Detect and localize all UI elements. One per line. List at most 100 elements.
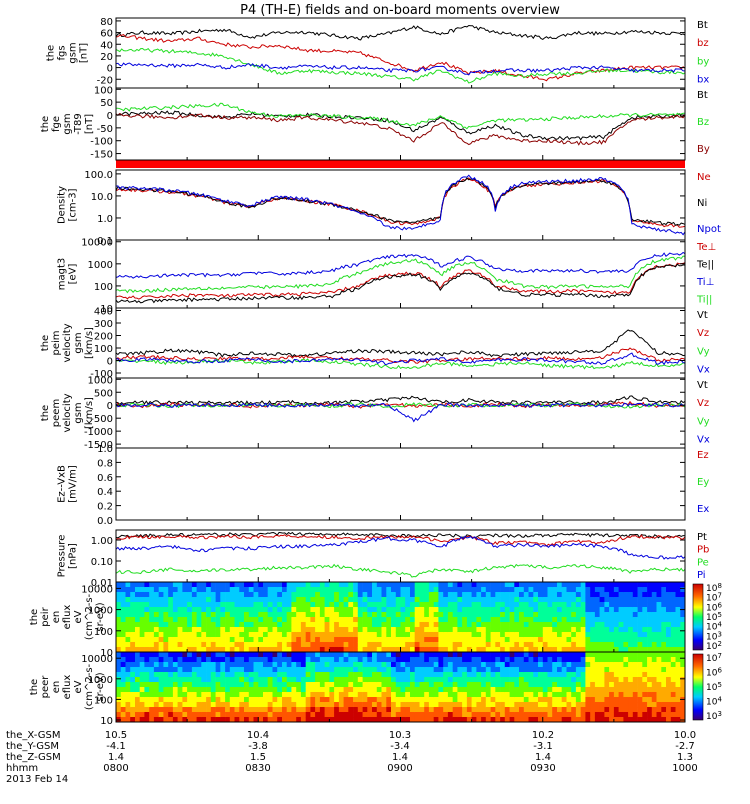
spectrogram-cell xyxy=(504,677,510,683)
spectrogram-cell xyxy=(324,662,330,668)
spectrogram-cell xyxy=(163,667,169,673)
spectrogram-cell xyxy=(590,612,596,618)
spectrogram-cell xyxy=(485,607,491,613)
spectrogram-cell xyxy=(391,697,397,703)
spectrogram-cell xyxy=(405,597,411,603)
spectrogram-cell xyxy=(571,617,577,623)
spectrogram-cell xyxy=(632,612,638,618)
spectrogram-cell xyxy=(609,597,615,603)
spectrogram-cell xyxy=(386,587,392,593)
spectrogram-cell xyxy=(433,632,439,638)
spectrogram-cell xyxy=(466,662,472,668)
spectrogram-cell xyxy=(125,582,131,588)
spectrogram-cell xyxy=(666,622,672,628)
spectrogram-cell xyxy=(244,677,250,683)
spectrogram-cell xyxy=(585,637,591,643)
colorbar-label: 107 xyxy=(706,592,722,604)
spectrogram-cell xyxy=(367,637,373,643)
spectrogram-cell xyxy=(253,717,259,723)
spectrogram-cell xyxy=(452,692,458,698)
spectrogram-cell xyxy=(509,697,515,703)
spectrogram-cell xyxy=(656,587,662,593)
spectrogram-cell xyxy=(599,612,605,618)
spectrogram-cell xyxy=(272,717,278,723)
spectrogram-cell xyxy=(286,627,292,633)
spectrogram-cell xyxy=(229,717,235,723)
spectrogram-cell xyxy=(168,637,174,643)
spectrogram-cell xyxy=(220,702,226,708)
spectrogram-cell xyxy=(300,707,306,713)
spectrogram-cell xyxy=(362,637,368,643)
y-tick-label: 100 xyxy=(94,85,113,96)
spectrogram-cell xyxy=(433,622,439,628)
y-tick-label: 10 xyxy=(100,304,113,315)
spectrogram-cell xyxy=(258,682,264,688)
spectrogram-cell xyxy=(244,717,250,723)
spectrogram-cell xyxy=(452,687,458,693)
spectrogram-cell xyxy=(656,682,662,688)
spectrogram-cell xyxy=(443,697,449,703)
y-axis-label: -T89 xyxy=(73,113,84,135)
spectrogram-cell xyxy=(381,592,387,598)
spectrogram-cell xyxy=(575,667,581,673)
spectrogram-cell xyxy=(519,587,525,593)
spectrogram-cell xyxy=(172,687,178,693)
spectrogram-cell xyxy=(656,592,662,598)
spectrogram-cell xyxy=(585,682,591,688)
spectrogram-cell xyxy=(599,697,605,703)
spectrogram-cell xyxy=(637,667,643,673)
spectrogram-cell xyxy=(628,612,634,618)
spectrogram-cell xyxy=(632,607,638,613)
spectrogram-cell xyxy=(661,657,667,663)
spectrogram-cell xyxy=(305,617,311,623)
spectrogram-cell xyxy=(580,597,586,603)
spectrogram-cell xyxy=(414,682,420,688)
spectrogram-cell xyxy=(656,677,662,683)
spectrogram-cell xyxy=(405,622,411,628)
spectrogram-cell xyxy=(120,687,126,693)
spectrogram-cell xyxy=(144,662,150,668)
spectrogram-cell xyxy=(277,592,283,598)
spectrogram-cell xyxy=(656,642,662,648)
spectrogram-cell xyxy=(149,707,155,713)
spectrogram-cell xyxy=(481,667,487,673)
spectrogram-cell xyxy=(599,607,605,613)
spectrogram-cell xyxy=(239,687,245,693)
spectrogram-cell xyxy=(452,672,458,678)
spectrogram-cell xyxy=(229,642,235,648)
spectrogram-cell xyxy=(514,662,520,668)
spectrogram-cell xyxy=(623,657,629,663)
spectrogram-cell xyxy=(618,672,624,678)
spectrogram-cell xyxy=(651,707,657,713)
spectrogram-cell xyxy=(362,622,368,628)
spectrogram-cell xyxy=(642,662,648,668)
spectrogram-cell xyxy=(234,632,240,638)
spectrogram-cell xyxy=(661,707,667,713)
spectrogram-cell xyxy=(471,677,477,683)
spectrogram-cell xyxy=(670,582,676,588)
spectrogram-cell xyxy=(452,662,458,668)
spectrogram-cell xyxy=(466,592,472,598)
spectrogram-cell xyxy=(395,697,401,703)
spectrogram-cell xyxy=(263,632,269,638)
spectrogram-cell xyxy=(253,707,259,713)
spectrogram-cell xyxy=(182,682,188,688)
spectrogram-cell xyxy=(215,622,221,628)
y-axis-label: peem xyxy=(51,399,62,427)
spectrogram-cell xyxy=(291,677,297,683)
spectrogram-cell xyxy=(168,587,174,593)
spectrogram-cell xyxy=(637,717,643,723)
spectrogram-cell xyxy=(116,672,122,678)
spectrogram-cell xyxy=(661,692,667,698)
spectrogram-cell xyxy=(220,597,226,603)
spectrogram-cell xyxy=(329,582,335,588)
spectrogram-cell xyxy=(310,717,316,723)
spectrogram-cell xyxy=(523,632,529,638)
spectrogram-cell xyxy=(447,682,453,688)
spectrogram-cell xyxy=(557,602,563,608)
spectrogram-cell xyxy=(542,702,548,708)
spectrogram-cell xyxy=(566,667,572,673)
spectrogram-cell xyxy=(125,607,131,613)
spectrogram-cell xyxy=(348,697,354,703)
